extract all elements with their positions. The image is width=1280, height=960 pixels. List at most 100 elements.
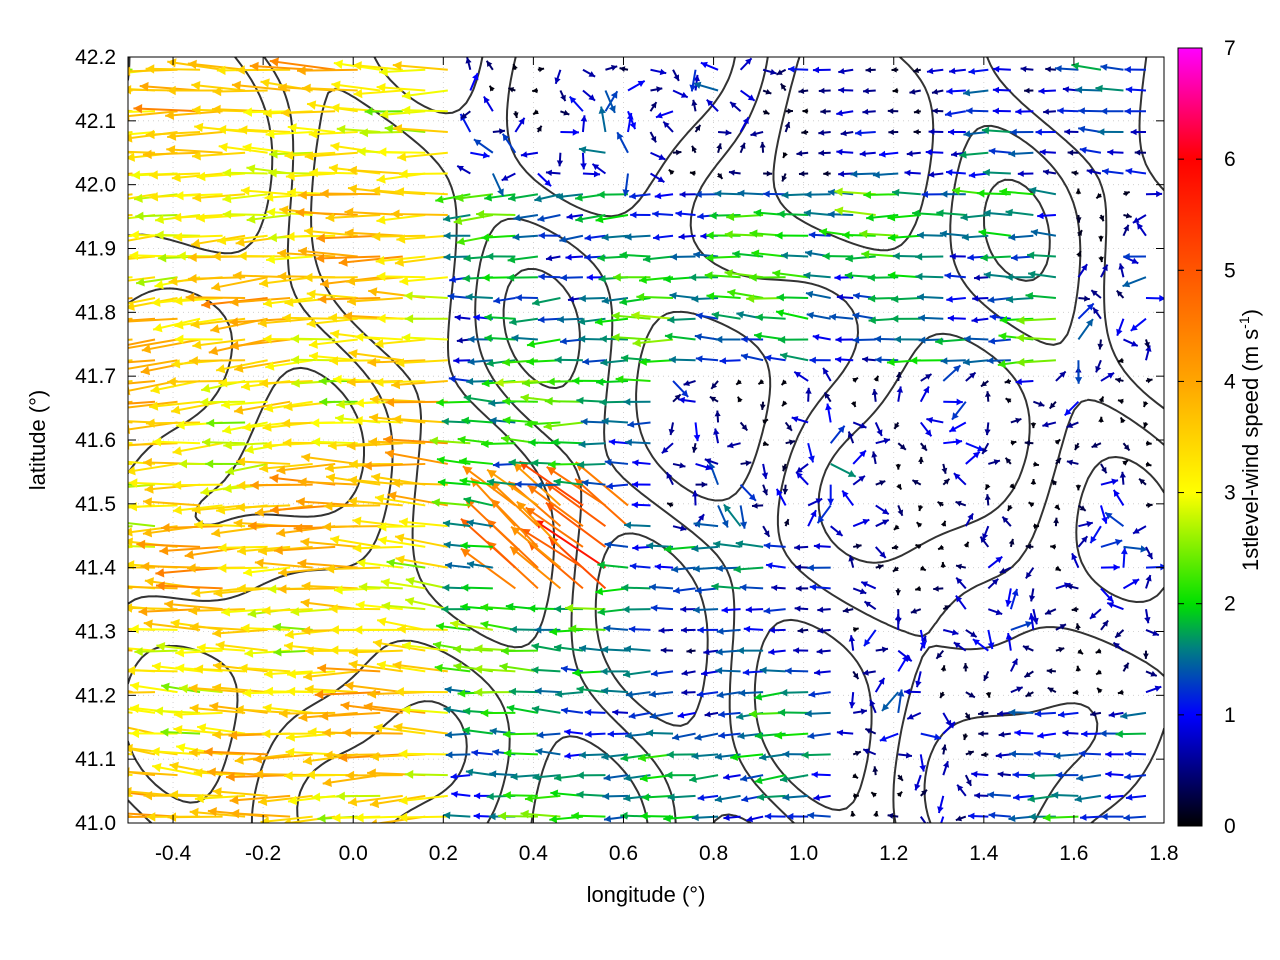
wind-arrow xyxy=(480,620,516,631)
wind-arrow xyxy=(940,520,947,527)
wind-arrow xyxy=(211,525,268,538)
wind-arrow xyxy=(1028,501,1035,508)
wind-arrow xyxy=(624,731,651,740)
wind-arrow xyxy=(660,647,674,654)
wind-arrow xyxy=(962,89,989,97)
wind-arrow xyxy=(1009,483,1016,490)
wind-arrow xyxy=(436,398,471,407)
wind-arrow xyxy=(716,691,741,699)
wind-arrow xyxy=(130,624,178,634)
wind-arrow xyxy=(1016,333,1056,343)
wind-arrow xyxy=(935,337,966,346)
wind-arrow xyxy=(1125,793,1147,801)
wind-arrow xyxy=(354,332,403,342)
wind-arrow xyxy=(716,627,741,635)
wind-arrow xyxy=(199,397,246,407)
wind-arrow xyxy=(892,188,921,197)
wind-arrow xyxy=(649,172,665,183)
wind-arrow xyxy=(887,108,899,115)
wind-arrow xyxy=(1001,516,1012,527)
wind-arrow xyxy=(681,689,696,696)
wind-arrow xyxy=(444,686,471,694)
wind-arrow xyxy=(1053,752,1079,760)
wind-arrow xyxy=(775,68,787,76)
wind-arrow xyxy=(212,787,268,797)
wind-arrow xyxy=(1076,229,1083,237)
wind-arrow xyxy=(740,774,764,782)
wind-arrow xyxy=(992,86,1011,94)
wind-arrow xyxy=(1124,773,1147,781)
wind-arrow xyxy=(849,692,856,709)
wind-arrow xyxy=(641,793,674,802)
wind-arrow xyxy=(780,83,787,92)
wind-arrow xyxy=(454,314,471,321)
wind-arrow xyxy=(793,370,809,382)
wind-arrow xyxy=(791,416,809,424)
wind-arrow xyxy=(287,123,336,133)
wind-arrow xyxy=(762,68,777,75)
wind-arrow xyxy=(715,648,741,656)
wind-arrow xyxy=(142,149,201,160)
wind-arrow xyxy=(850,810,856,817)
wind-arrow xyxy=(348,660,403,673)
wind-arrow xyxy=(493,296,516,304)
wind-arrow xyxy=(739,505,748,529)
wind-arrow xyxy=(448,375,471,383)
wind-arrow xyxy=(582,358,606,366)
wind-arrow xyxy=(556,192,584,201)
wind-arrow xyxy=(892,87,899,94)
wind-arrow xyxy=(1055,370,1067,382)
wind-arrow xyxy=(276,462,336,475)
wind-arrow xyxy=(691,442,698,453)
wind-arrow xyxy=(784,421,793,432)
wind-arrow xyxy=(1120,711,1147,720)
wind-arrow xyxy=(489,416,516,425)
wind-arrow xyxy=(999,187,1034,196)
wind-arrow xyxy=(473,664,516,674)
wind-arrow xyxy=(128,110,156,113)
wind-arrow xyxy=(939,691,946,699)
wind-arrow xyxy=(963,335,989,343)
wind-arrow xyxy=(982,525,990,541)
wind-arrow xyxy=(349,459,403,469)
wind-arrow xyxy=(395,687,448,697)
wind-arrow xyxy=(763,542,786,550)
wind-arrow xyxy=(1078,295,1090,302)
wind-arrow xyxy=(691,752,719,760)
wind-arrow xyxy=(1048,401,1057,410)
wind-arrow xyxy=(290,355,336,365)
wind-arrow xyxy=(852,627,859,633)
wind-arrow xyxy=(532,773,561,781)
wind-arrow xyxy=(303,670,358,681)
wind-arrow xyxy=(897,505,904,517)
wind-arrow xyxy=(1009,750,1034,758)
wind-arrow xyxy=(456,337,471,344)
wind-arrow xyxy=(166,145,223,155)
wind-arrow xyxy=(632,459,651,467)
wind-arrow xyxy=(560,274,583,282)
wind-arrow xyxy=(128,400,133,404)
wind-arrow xyxy=(693,422,701,442)
wind-arrow xyxy=(460,110,471,120)
wind-arrow xyxy=(948,67,966,75)
wind-arrow xyxy=(165,110,223,120)
wind-arrow xyxy=(501,172,516,182)
wind-arrow xyxy=(223,440,268,450)
wind-arrow xyxy=(601,752,629,761)
wind-arrow xyxy=(928,171,944,178)
wind-arrow xyxy=(347,794,403,807)
wind-arrow xyxy=(875,519,890,528)
wind-arrow xyxy=(853,793,859,799)
wind-arrow xyxy=(333,585,381,595)
wind-arrow xyxy=(666,502,674,508)
wind-arrow xyxy=(1100,619,1109,631)
wind-arrow xyxy=(172,212,223,223)
wind-arrow xyxy=(486,359,516,367)
wind-arrow xyxy=(1143,401,1149,408)
wind-arrow xyxy=(1075,188,1082,195)
wind-arrow xyxy=(443,231,471,240)
wind-arrow xyxy=(863,190,899,199)
wind-arrow xyxy=(538,232,561,240)
wind-arrow xyxy=(363,461,426,471)
wind-arrow xyxy=(142,497,201,507)
